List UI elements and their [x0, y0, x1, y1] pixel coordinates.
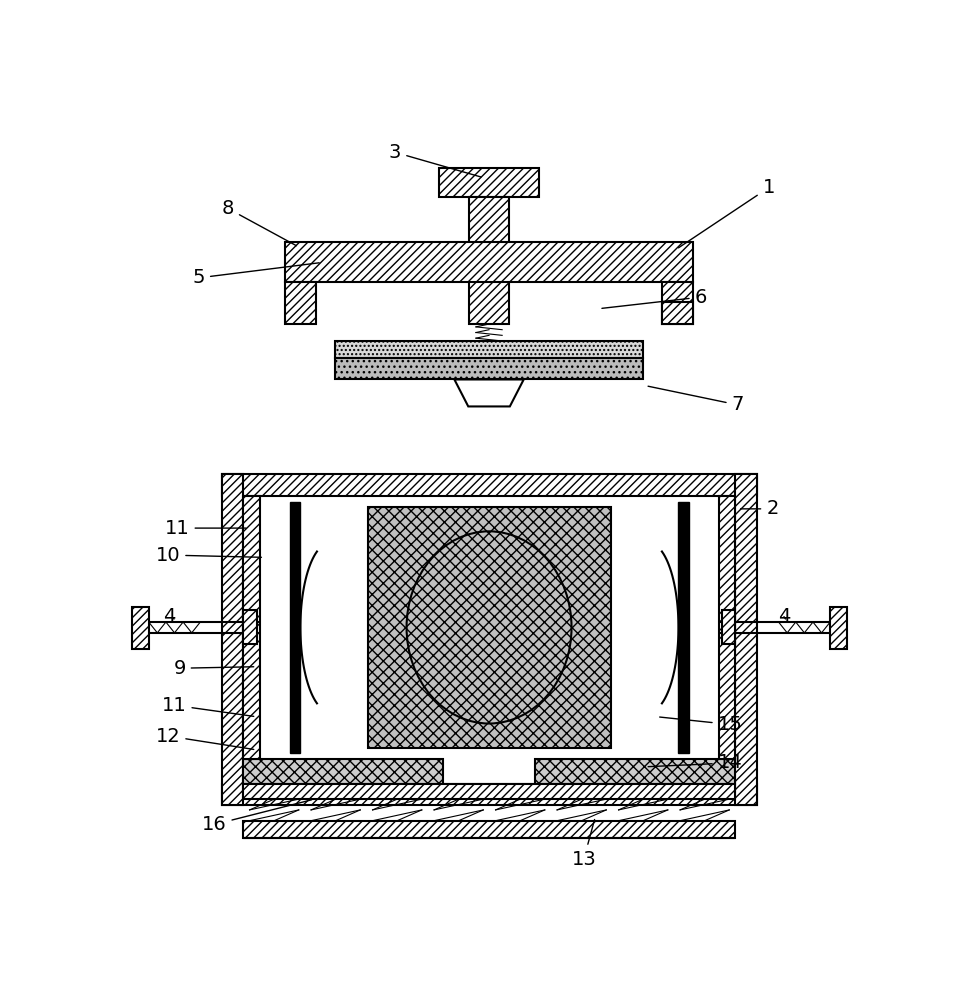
Text: 4: 4	[777, 607, 790, 626]
Bar	[830, 607, 847, 649]
Text: 5: 5	[193, 263, 319, 287]
Bar	[663, 282, 693, 324]
Bar	[244, 759, 443, 784]
Bar	[222, 474, 757, 496]
Text: 16: 16	[202, 800, 311, 834]
Bar	[678, 502, 690, 753]
Text: 12: 12	[156, 726, 254, 749]
Bar	[285, 282, 316, 324]
Text: 11: 11	[165, 519, 246, 538]
Bar	[535, 759, 734, 784]
Text: 11: 11	[161, 696, 254, 716]
Text: 9: 9	[173, 659, 254, 678]
Text: 4: 4	[163, 607, 176, 626]
Bar	[469, 197, 509, 324]
Bar	[369, 507, 610, 748]
Bar	[222, 474, 244, 805]
Bar	[335, 341, 643, 358]
Text: 13: 13	[571, 820, 596, 869]
Bar	[244, 821, 735, 838]
Bar	[222, 784, 757, 805]
Bar	[244, 784, 735, 799]
Text: 8: 8	[222, 199, 296, 246]
Bar	[439, 168, 540, 197]
Bar	[335, 358, 643, 379]
Text: 2: 2	[740, 499, 778, 518]
Bar	[722, 610, 735, 644]
Bar	[735, 474, 757, 805]
Bar	[244, 496, 261, 759]
Text: 1: 1	[678, 178, 775, 248]
Text: 3: 3	[389, 143, 481, 177]
Text: 7: 7	[648, 386, 744, 414]
Bar	[663, 302, 693, 324]
Bar	[132, 607, 149, 649]
Bar	[285, 242, 693, 282]
Text: 15: 15	[660, 715, 742, 734]
Text: 10: 10	[156, 546, 262, 565]
Bar	[718, 496, 735, 759]
Polygon shape	[455, 379, 523, 406]
Bar	[289, 502, 301, 753]
Text: 14: 14	[648, 753, 742, 772]
Text: 6: 6	[602, 288, 707, 308]
Bar	[244, 610, 257, 644]
